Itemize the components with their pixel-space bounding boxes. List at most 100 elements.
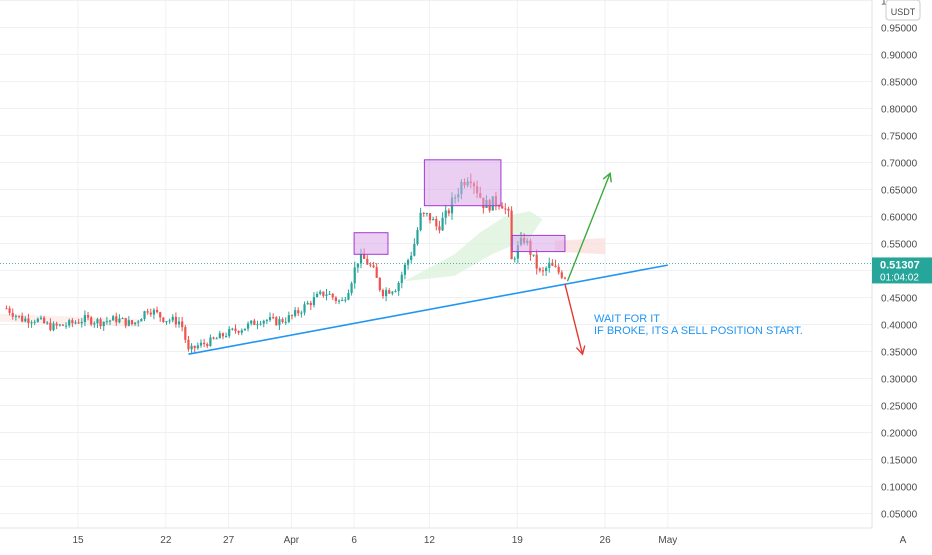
candle-body bbox=[369, 264, 372, 266]
currency-badge[interactable] bbox=[885, 0, 921, 21]
candle-body bbox=[243, 328, 247, 331]
candle-body bbox=[287, 315, 290, 322]
candle-body bbox=[438, 226, 441, 231]
candle-body bbox=[68, 320, 71, 326]
candle-body bbox=[102, 321, 105, 327]
candle-body bbox=[21, 315, 24, 322]
candle-body bbox=[224, 336, 228, 338]
candle-body bbox=[209, 337, 212, 347]
candle-body bbox=[121, 318, 124, 320]
range-box-1[interactable] bbox=[353, 232, 389, 255]
candle-body bbox=[14, 315, 17, 317]
candle-body bbox=[256, 324, 259, 326]
candle-body bbox=[510, 210, 513, 260]
candle-body bbox=[385, 290, 388, 297]
candle-body bbox=[272, 317, 275, 319]
candle-body bbox=[253, 320, 256, 325]
candle-body bbox=[563, 277, 567, 279]
candle-body bbox=[331, 293, 334, 298]
auto-scale-button[interactable]: A bbox=[872, 528, 932, 550]
candle-body bbox=[11, 312, 14, 317]
y-tick-label: 0.80000 bbox=[881, 105, 918, 116]
candle-body bbox=[557, 266, 560, 273]
candle-body bbox=[134, 322, 137, 325]
y-tick-label: 0.45000 bbox=[881, 294, 918, 305]
candle-body bbox=[33, 321, 36, 323]
candle-body bbox=[77, 322, 80, 324]
range-box-2[interactable] bbox=[423, 159, 502, 207]
candle-body bbox=[108, 320, 112, 322]
y-tick-label: 0.90000 bbox=[881, 51, 918, 62]
candle-body bbox=[90, 317, 93, 325]
candle-body bbox=[49, 322, 52, 331]
candle-body bbox=[17, 315, 21, 317]
candle-body bbox=[347, 293, 350, 300]
candle-body bbox=[162, 317, 165, 322]
candle-body bbox=[344, 299, 347, 301]
candle-body bbox=[416, 230, 419, 244]
candle-body bbox=[127, 320, 130, 326]
candle-body bbox=[190, 345, 193, 350]
candle-body bbox=[309, 302, 312, 306]
y-tick-label: 0.15000 bbox=[881, 456, 918, 467]
annotation-sell: IF BROKE, ITS A SELL POSITION START. bbox=[594, 325, 803, 337]
candle-body bbox=[118, 318, 121, 323]
candle-body bbox=[36, 318, 39, 322]
candle-body bbox=[413, 243, 416, 256]
auto-scale-label: A bbox=[900, 535, 907, 546]
candle-body bbox=[262, 320, 265, 324]
cloud-red bbox=[554, 238, 606, 255]
bullish-arrow-head bbox=[602, 171, 612, 183]
candle-body bbox=[115, 316, 118, 323]
y-tick-label: 0.95000 bbox=[881, 24, 918, 35]
candle-body bbox=[535, 254, 538, 269]
candle-body bbox=[284, 321, 287, 323]
candle-body bbox=[560, 272, 563, 278]
candle-body bbox=[8, 308, 11, 313]
time-axis[interactable]: 15 22 27 Apr 6 12 19 26 May bbox=[0, 527, 872, 550]
candle-body bbox=[143, 311, 146, 319]
bullish-arrow[interactable] bbox=[566, 173, 611, 282]
candle-body bbox=[105, 321, 108, 323]
candle-body bbox=[375, 267, 378, 278]
candle-body bbox=[315, 293, 319, 298]
y-tick-label: 0.30000 bbox=[881, 375, 918, 386]
candle-body bbox=[501, 206, 504, 209]
y-tick-label: 0.75000 bbox=[881, 132, 918, 143]
candle-body bbox=[275, 317, 278, 326]
drawings-layer[interactable] bbox=[188, 159, 668, 356]
x-tick-label: 6 bbox=[351, 535, 357, 546]
grid-lines bbox=[0, 0, 872, 528]
candle-body bbox=[61, 324, 65, 326]
y-tick-label: 0.60000 bbox=[881, 213, 918, 224]
price-axis[interactable]: 1.000000.950000.900000.850000.800000.750… bbox=[871, 0, 932, 550]
candle-body bbox=[554, 265, 557, 267]
candle-body bbox=[71, 320, 74, 324]
x-tick-label: Apr bbox=[284, 535, 300, 546]
candle-body bbox=[228, 328, 231, 337]
candle-body bbox=[83, 315, 87, 322]
range-box-3[interactable] bbox=[511, 234, 566, 253]
candle-body bbox=[281, 319, 284, 322]
x-tick-label: 27 bbox=[223, 535, 235, 546]
candle-body bbox=[337, 300, 341, 302]
candle-body bbox=[334, 297, 338, 302]
candle-body bbox=[181, 321, 184, 328]
candle-body bbox=[410, 255, 413, 261]
y-tick-label: 0.05000 bbox=[881, 510, 918, 521]
candle-body bbox=[297, 310, 300, 314]
candle-body bbox=[196, 345, 199, 349]
candle-body bbox=[193, 345, 196, 349]
candle-body bbox=[428, 213, 432, 221]
candle-body bbox=[425, 213, 428, 215]
bearish-arrow[interactable] bbox=[564, 283, 584, 355]
candle-body bbox=[199, 342, 203, 346]
candle-body bbox=[30, 322, 33, 324]
candle-body bbox=[206, 344, 209, 347]
support-trendline[interactable] bbox=[188, 264, 668, 355]
y-tick-label: 0.85000 bbox=[881, 78, 918, 89]
candle-body bbox=[137, 321, 140, 323]
candle-body bbox=[212, 337, 215, 339]
